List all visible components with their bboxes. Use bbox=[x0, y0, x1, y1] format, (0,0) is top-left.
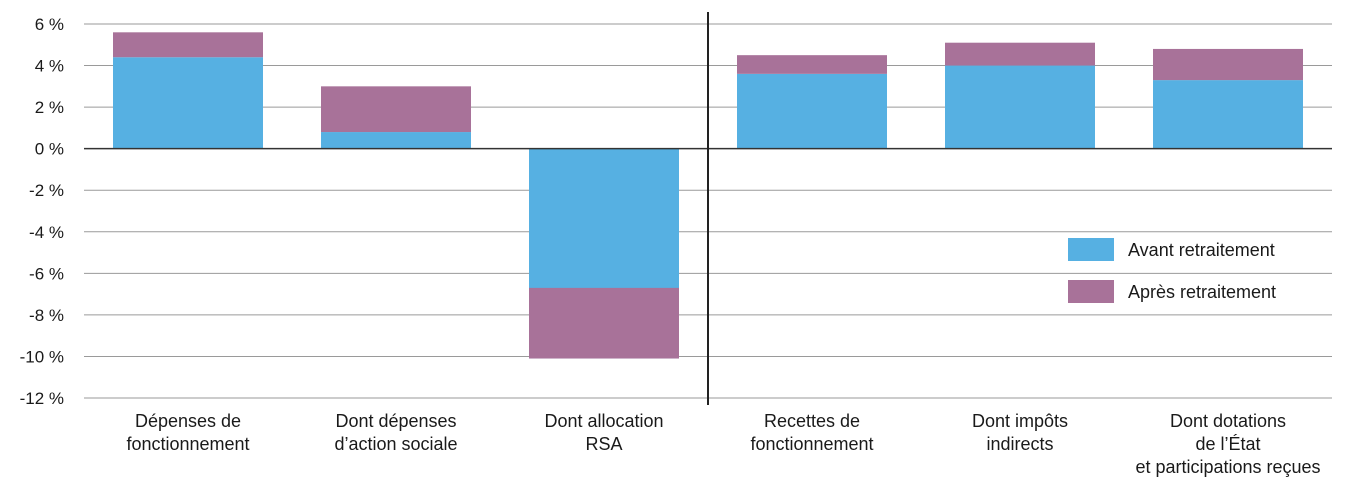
bar-apres-retraitement bbox=[321, 86, 471, 133]
x-category-label: Dont dépenses d’action sociale bbox=[334, 411, 457, 454]
y-axis-tick-labels: 6 % 4 % 2 % 0 % -2 % -4 % -6 % -8 % -10 % -12 % bbox=[20, 15, 64, 408]
bar-apres-retraitement bbox=[737, 55, 887, 74]
x-category-label: Dépenses de fonctionnement bbox=[126, 411, 249, 454]
y-tick-label: 2 % bbox=[35, 98, 64, 117]
bar-avant-retraitement bbox=[321, 132, 471, 149]
y-tick-label: 6 % bbox=[35, 15, 64, 34]
bar-avant-retraitement bbox=[113, 57, 263, 149]
legend-label: Après retraitement bbox=[1128, 282, 1276, 302]
bar-avant-retraitement bbox=[945, 65, 1095, 149]
bar-apres-retraitement bbox=[1153, 48, 1303, 81]
y-tick-label: -2 % bbox=[29, 181, 64, 200]
legend-label: Avant retraitement bbox=[1128, 240, 1275, 260]
bar-apres-retraitement bbox=[945, 42, 1095, 66]
bar-apres-retraitement bbox=[113, 32, 263, 58]
legend-swatch bbox=[1068, 280, 1114, 303]
bar-avant-retraitement bbox=[737, 73, 887, 149]
y-tick-label: -12 % bbox=[20, 389, 64, 408]
y-tick-label: -6 % bbox=[29, 264, 64, 283]
y-tick-label: 4 % bbox=[35, 57, 64, 76]
y-tick-label: -4 % bbox=[29, 223, 64, 242]
y-tick-label: 0 % bbox=[35, 140, 64, 159]
y-tick-label: -10 % bbox=[20, 347, 64, 366]
y-tick-label: -8 % bbox=[29, 306, 64, 325]
x-axis-category-labels: Dépenses de fonctionnement Dont dépenses d’… bbox=[126, 411, 1320, 477]
x-category-label: Dont dotations de l’État et participations… bbox=[1135, 411, 1320, 477]
legend-swatch bbox=[1068, 238, 1114, 261]
x-category-label: Dont impôts indirects bbox=[972, 411, 1068, 454]
x-category-label: Recettes de fonctionnement bbox=[750, 411, 873, 454]
x-category-label: Dont allocation RSA bbox=[544, 411, 663, 454]
bars bbox=[113, 32, 1303, 359]
bar-avant-retraitement bbox=[1153, 80, 1303, 149]
legend: Avant retraitement Après retraitement bbox=[1068, 238, 1276, 303]
bar-apres-retraitement bbox=[529, 287, 679, 359]
